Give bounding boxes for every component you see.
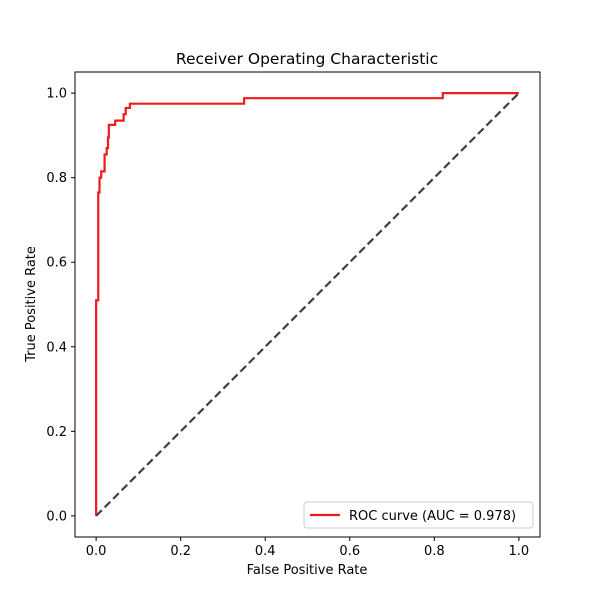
x-tick-label: 0.2	[170, 544, 191, 559]
x-axis-label: False Positive Rate	[247, 563, 368, 578]
plot-frame	[74, 71, 541, 538]
legend: ROC curve (AUC = 0.978)	[303, 501, 534, 529]
x-axis-ticks: 0.0 0.2 0.4 0.6 0.8 1.0	[86, 537, 529, 559]
legend-label-roc: ROC curve (AUC = 0.978)	[349, 509, 516, 524]
x-tick-label: 1.0	[509, 544, 530, 559]
x-tick-label: 0.4	[255, 544, 276, 559]
y-axis-label: True Positive Rate	[24, 246, 39, 363]
y-tick-label: 0.0	[46, 509, 67, 524]
y-tick-label: 0.6	[46, 256, 67, 271]
legend-box	[303, 501, 534, 529]
y-axis-ticks: 0.0 0.2 0.4 0.6 0.8 1.0	[46, 87, 75, 524]
x-tick-label: 0.0	[86, 544, 107, 559]
plot-lines	[95, 92, 520, 517]
y-tick-label: 0.4	[46, 340, 67, 355]
x-tick-label: 0.8	[424, 544, 445, 559]
y-tick-label: 0.2	[46, 425, 67, 440]
roc-curve-line	[95, 92, 519, 516]
x-tick-label: 0.6	[339, 544, 360, 559]
chance-diagonal-line	[95, 92, 520, 517]
chart-title: Receiver Operating Characteristic	[176, 50, 438, 68]
y-tick-label: 0.8	[46, 171, 67, 186]
y-tick-label: 1.0	[46, 87, 67, 102]
